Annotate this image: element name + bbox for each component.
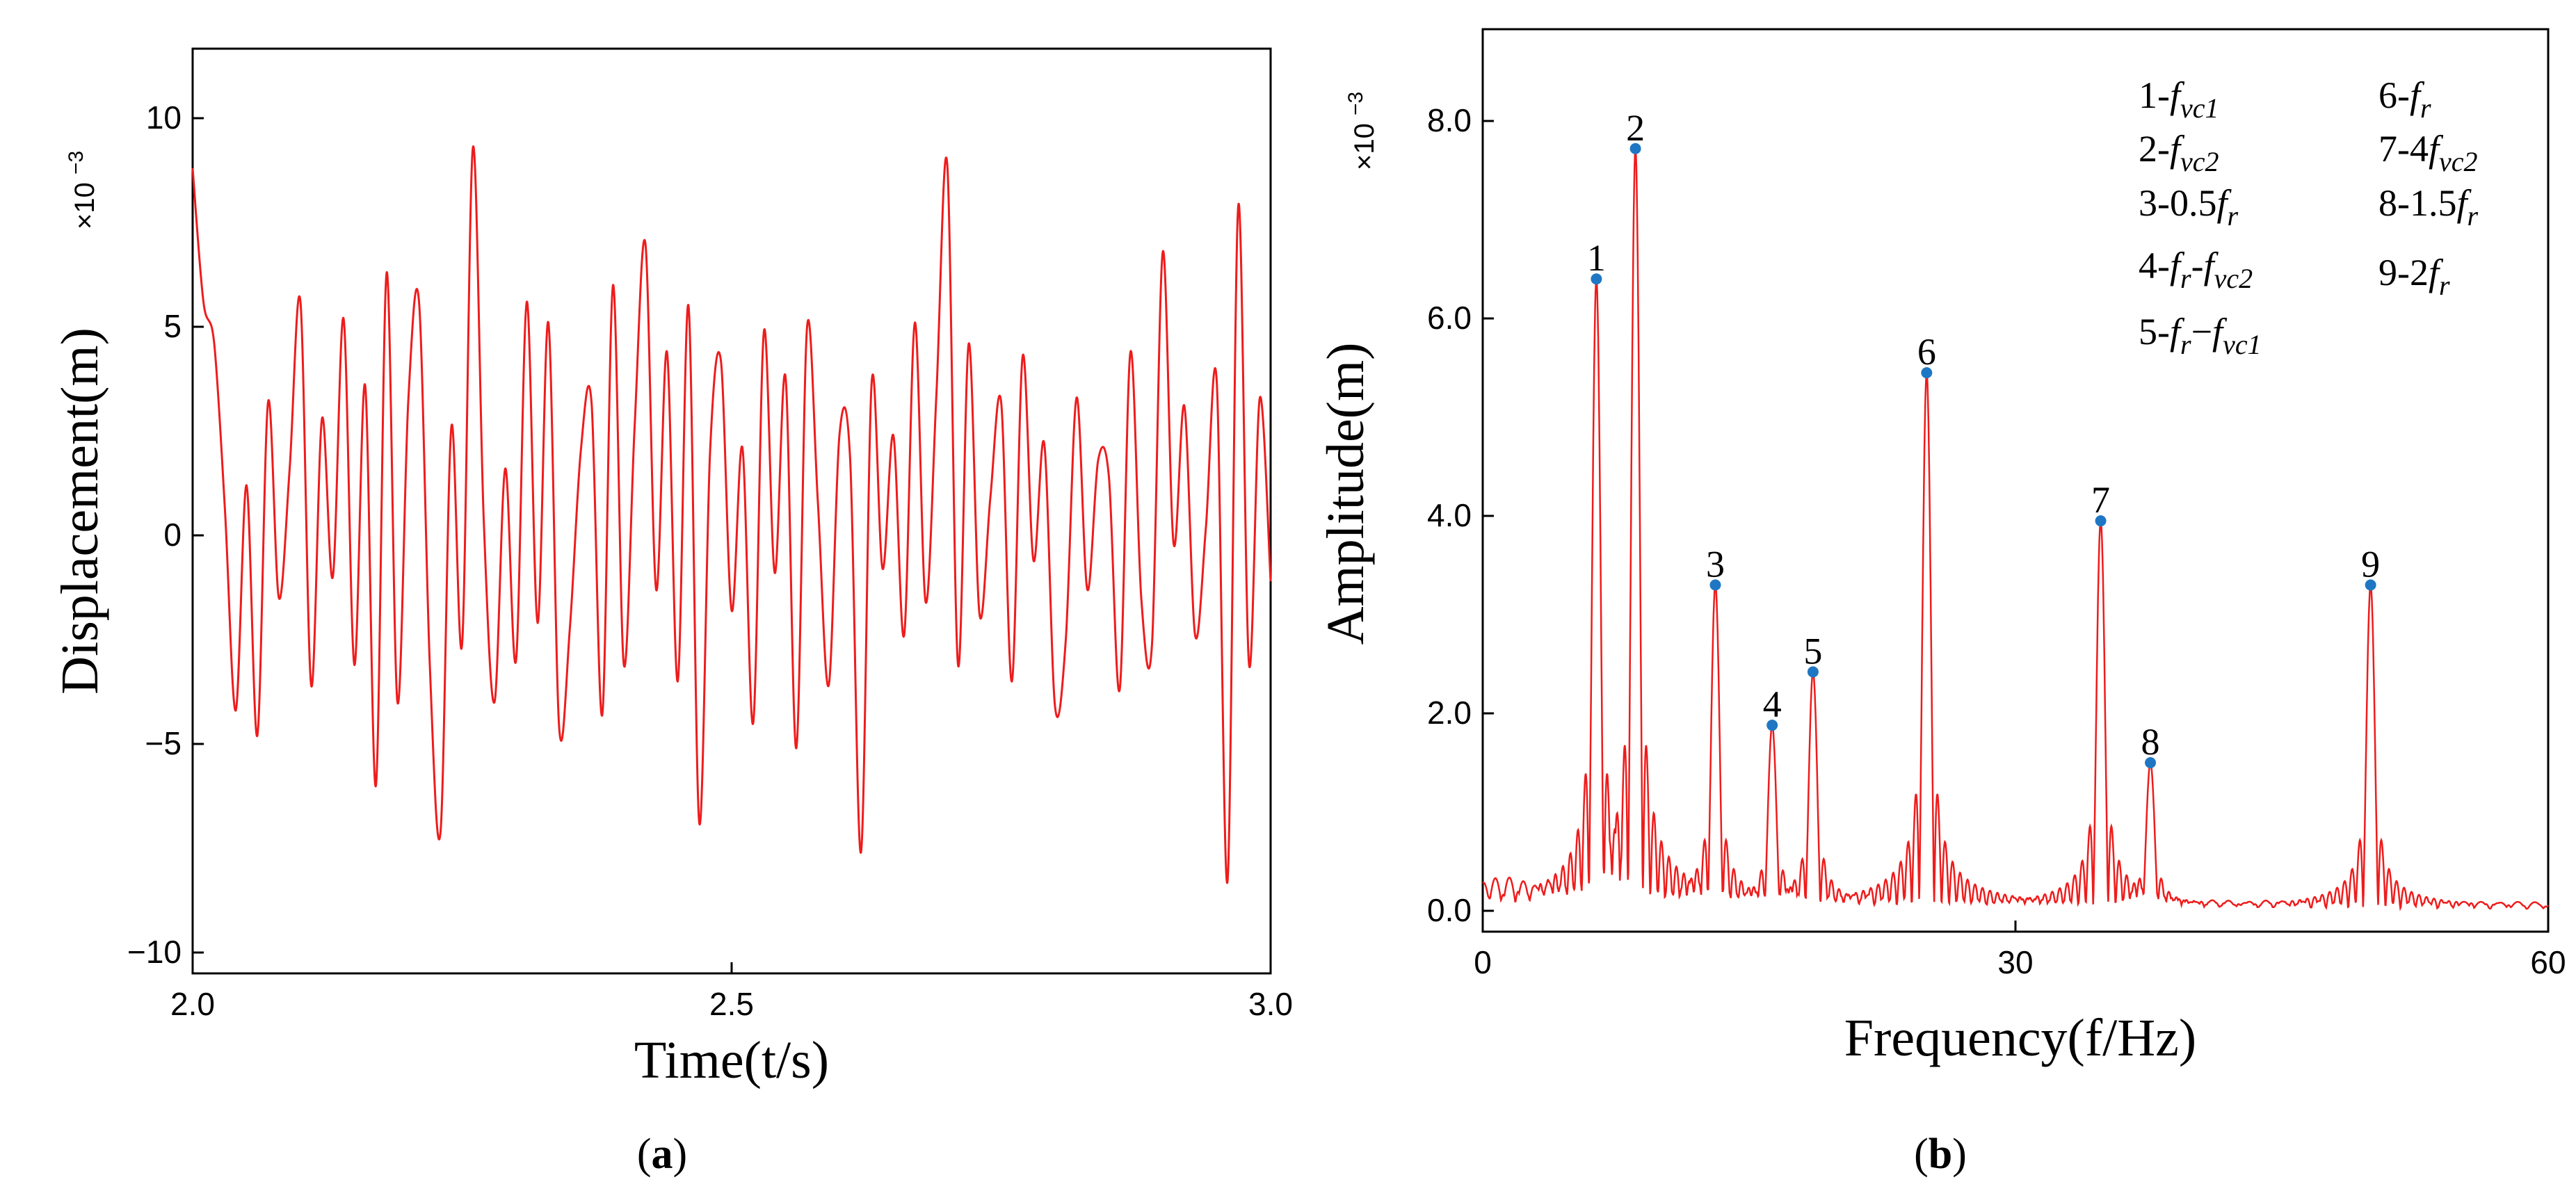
peak-marker-7 — [2095, 515, 2107, 527]
panel-a-y-scale: ×10 −3 — [65, 151, 100, 229]
panel-a-caption: (a) — [637, 1131, 687, 1178]
a-xtick-label: 3.0 — [1248, 986, 1293, 1022]
a-ytick-label: 0 — [163, 517, 182, 553]
panel-b-ticks: 0.0 2.0 4.0 6.0 8.0 0 30 60 — [1427, 102, 2566, 980]
panel-a-y-scale-exp: −3 — [65, 151, 88, 175]
a-xtick-label: 2.5 — [709, 986, 754, 1022]
legend-entry-number: 1- — [2139, 74, 2170, 116]
panel-b-legend: 1-fvc12-fvc23-0.5fr4-fr-fvc25-fr−fvc16-f… — [2139, 74, 2479, 360]
peak-label-6: 6 — [1917, 331, 1936, 373]
legend-entry-number: 9- — [2378, 252, 2410, 293]
a-ytick-label: −10 — [127, 934, 182, 970]
panel-a-caption-letter: a — [652, 1131, 673, 1178]
panel-b-caption: (b) — [1914, 1131, 1967, 1178]
b-xtick-label: 60 — [2530, 944, 2566, 980]
legend-entry-number: 8- — [2378, 182, 2410, 224]
legend-entry-number: 6- — [2378, 74, 2410, 116]
peak-label-7: 7 — [2091, 479, 2110, 521]
legend-entry-9: 9-2fr — [2378, 252, 2450, 301]
legend-entry-number: 4- — [2139, 245, 2170, 286]
panel-a-ticks: 10 5 0 −5 −10 2.0 2.5 3.0 — [127, 99, 1293, 1022]
peak-marker-4 — [1766, 720, 1778, 731]
panel-b-peak-markers: 1 2 3 45 6 7 8 9 — [1587, 107, 2380, 768]
peak-label-5: 5 — [1803, 630, 1822, 672]
peak-label-3: 3 — [1706, 543, 1725, 585]
b-ytick-label: 4.0 — [1427, 497, 1472, 533]
peak-label-9: 9 — [2361, 543, 2380, 585]
displacement-series-line — [191, 145, 1272, 884]
panel-b-y-scale-exp: −3 — [1344, 92, 1367, 115]
peak-marker-3 — [1709, 579, 1721, 591]
legend-entry-7: 7-4fvc2 — [2378, 128, 2478, 177]
panel-b-caption-letter: b — [1929, 1131, 1952, 1178]
legend-entry-number: 7- — [2378, 128, 2410, 170]
legend-entry-6: 6-fr — [2378, 74, 2431, 124]
peak-marker-6 — [1921, 367, 1933, 379]
a-ytick-label: 5 — [163, 308, 182, 344]
b-xtick-label: 0 — [1474, 944, 1492, 980]
b-ytick-label: 6.0 — [1427, 300, 1472, 336]
peak-label-8: 8 — [2141, 721, 2160, 763]
panel-b-y-scale-base: ×10 — [1349, 123, 1380, 170]
panel-a-x-axis-label: Time(t/s) — [634, 1031, 829, 1089]
legend-entry-number: 3- — [2139, 182, 2170, 224]
peak-label-4: 4 — [1763, 683, 1782, 725]
peak-marker-5 — [1807, 666, 1819, 678]
panel-b-y-scale: ×10 −3 — [1344, 92, 1380, 170]
panel-b-y-axis-label: Amplitude(m) — [1317, 343, 1375, 645]
b-ytick-label: 2.0 — [1427, 695, 1472, 731]
a-xtick-label: 2.0 — [170, 986, 215, 1022]
b-ytick-label: 8.0 — [1427, 102, 1472, 138]
legend-entry-3: 3-0.5fr — [2139, 182, 2239, 232]
legend-entry-number: 2- — [2139, 128, 2170, 170]
peak-marker-9 — [2365, 579, 2376, 591]
b-xtick-label: 30 — [1997, 944, 2033, 980]
peak-marker-1 — [1591, 273, 1602, 285]
panel-a-y-axis-label: Displacement(m) — [51, 327, 109, 695]
peak-marker-8 — [2145, 757, 2157, 768]
legend-entry-1: 1-fvc1 — [2139, 74, 2219, 124]
panel-a-plot-lines — [191, 145, 1272, 884]
a-ytick-label: −5 — [145, 725, 182, 761]
peak-label-1: 1 — [1587, 237, 1606, 279]
b-ytick-label: 0.0 — [1427, 892, 1472, 928]
panel-a: 10 5 0 −5 −10 2.0 2.5 3.0 ×10 −3 Displacement(m… — [51, 47, 1293, 1178]
legend-entry-8: 8-1.5fr — [2378, 182, 2479, 232]
peak-marker-2 — [1629, 143, 1641, 154]
panel-b-x-axis-label: Frequency(f/Hz) — [1844, 1009, 2196, 1067]
legend-entry-number: 5- — [2139, 311, 2170, 353]
peak-label-2: 2 — [1626, 107, 1645, 149]
a-ytick-label: 10 — [146, 99, 182, 136]
panel-a-y-scale-base: ×10 — [70, 182, 100, 229]
